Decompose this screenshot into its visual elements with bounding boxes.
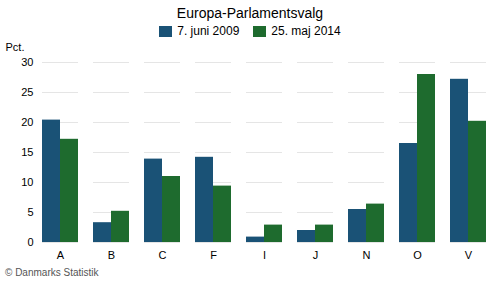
svg-text:Pct.: Pct.	[6, 41, 25, 53]
svg-text:I: I	[263, 249, 266, 261]
svg-text:C: C	[159, 249, 167, 261]
svg-text:J: J	[313, 249, 319, 261]
svg-text:10: 10	[21, 176, 33, 188]
svg-text:N: N	[363, 249, 371, 261]
svg-text:F: F	[210, 249, 217, 261]
svg-text:B: B	[108, 249, 115, 261]
svg-text:15: 15	[21, 146, 33, 158]
svg-text:O: O	[413, 249, 422, 261]
html-text:© Danmarks Statistik: © Danmarks Statistik	[5, 267, 99, 278]
html-text:Europa-Parlamentsvalg: Europa-Parlamentsvalg	[176, 5, 324, 21]
svg-text:5: 5	[27, 206, 33, 218]
svg-text:A: A	[57, 249, 65, 261]
html-text:7. juni 2009: 7. juni 2009	[177, 24, 240, 38]
svg-text:0: 0	[27, 236, 33, 248]
svg-text:V: V	[465, 249, 473, 261]
svg-text:30: 30	[21, 56, 33, 68]
svg-text:25: 25	[21, 86, 33, 98]
html-text:25. maj 2014: 25. maj 2014	[271, 24, 341, 38]
svg-text:20: 20	[21, 116, 33, 128]
